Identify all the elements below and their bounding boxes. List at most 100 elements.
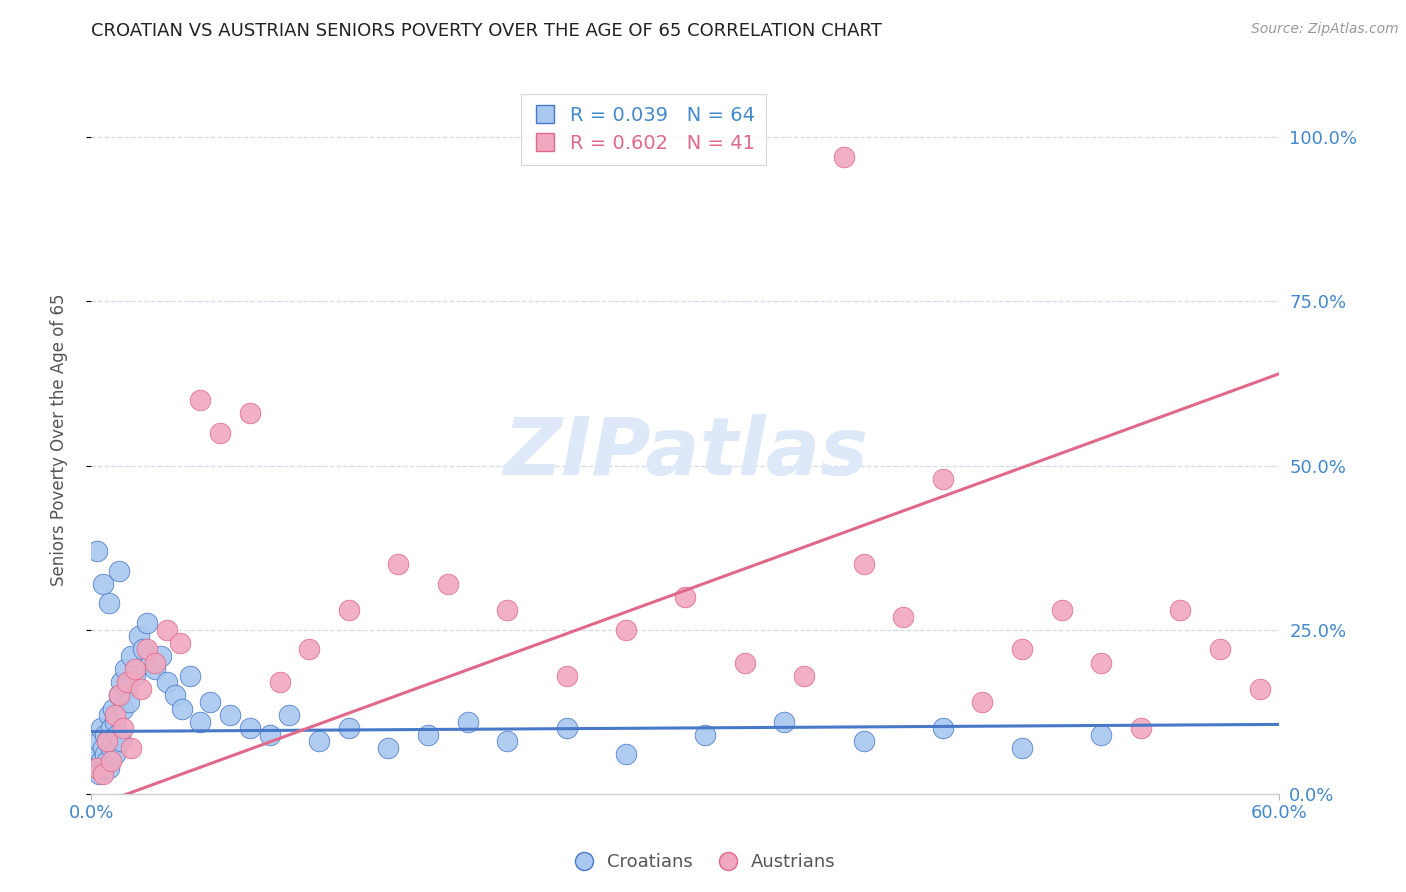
Point: [110, 675, 132, 690]
Point: [124, 662, 146, 676]
Point: [852, 734, 875, 748]
Point: [104, 747, 127, 762]
Point: [139, 656, 162, 670]
Point: [1170, 603, 1192, 617]
Point: [98, 761, 121, 775]
Point: [100, 721, 122, 735]
Point: [179, 669, 201, 683]
Point: [337, 721, 360, 735]
Point: [118, 695, 141, 709]
Point: [104, 714, 127, 729]
Point: [1249, 681, 1271, 696]
Point: [156, 623, 179, 637]
Point: [91, 761, 114, 775]
Point: [1050, 603, 1073, 617]
Point: [100, 740, 122, 755]
Point: [673, 590, 696, 604]
Point: [120, 740, 142, 755]
Point: [555, 669, 578, 683]
Point: [149, 648, 172, 663]
Point: [91, 576, 114, 591]
Point: [96, 734, 118, 748]
Point: [337, 603, 360, 617]
Point: [387, 557, 409, 571]
Point: [89, 767, 111, 781]
Point: [115, 675, 138, 690]
Point: [932, 472, 955, 486]
Point: [239, 721, 262, 735]
Point: [614, 623, 637, 637]
Point: [112, 701, 135, 715]
Point: [1090, 728, 1112, 742]
Point: [259, 728, 281, 742]
Point: [188, 714, 211, 729]
Point: [143, 656, 166, 670]
Point: [209, 425, 232, 440]
Point: [94, 747, 117, 762]
Point: [86, 747, 108, 762]
Legend: R = 0.039   N = 64, R = 0.602   N = 41: R = 0.039 N = 64, R = 0.602 N = 41: [522, 95, 766, 164]
Point: [110, 734, 132, 748]
Point: [1011, 740, 1033, 755]
Text: ZIPatlas: ZIPatlas: [503, 415, 868, 492]
Point: [278, 708, 301, 723]
Point: [86, 544, 108, 558]
Point: [695, 728, 717, 742]
Point: [135, 616, 157, 631]
Point: [105, 728, 128, 742]
Point: [1129, 721, 1152, 735]
Point: [91, 740, 114, 755]
Point: [132, 642, 155, 657]
Point: [91, 767, 114, 781]
Point: [96, 754, 118, 768]
Text: CROATIAN VS AUSTRIAN SENIORS POVERTY OVER THE AGE OF 65 CORRELATION CHART: CROATIAN VS AUSTRIAN SENIORS POVERTY OVE…: [91, 22, 883, 40]
Point: [89, 734, 111, 748]
Point: [496, 734, 519, 748]
Point: [98, 597, 121, 611]
Point: [773, 714, 796, 729]
Point: [457, 714, 479, 729]
Point: [269, 675, 291, 690]
Point: [156, 675, 179, 690]
Point: [496, 603, 519, 617]
Point: [1209, 642, 1232, 657]
Point: [172, 701, 194, 715]
Point: [112, 721, 135, 735]
Point: [94, 728, 117, 742]
Point: [96, 734, 118, 748]
Point: [108, 689, 131, 703]
Point: [891, 609, 914, 624]
Point: [734, 656, 756, 670]
Point: [163, 689, 186, 703]
Point: [793, 669, 815, 683]
Point: [832, 150, 855, 164]
Point: [114, 662, 136, 676]
Text: Source: ZipAtlas.com: Source: ZipAtlas.com: [1251, 22, 1399, 37]
Point: [129, 681, 152, 696]
Point: [108, 564, 131, 578]
Point: [932, 721, 955, 735]
Point: [416, 728, 439, 742]
Point: [124, 669, 146, 683]
Point: [972, 695, 994, 709]
Point: [90, 754, 112, 768]
Point: [298, 642, 321, 657]
Point: [143, 662, 166, 676]
Point: [1011, 642, 1033, 657]
Point: [86, 761, 108, 775]
Point: [101, 701, 124, 715]
Point: [115, 681, 138, 696]
Point: [135, 642, 157, 657]
Point: [1090, 656, 1112, 670]
Point: [436, 576, 458, 591]
Point: [104, 708, 127, 723]
Point: [120, 648, 142, 663]
Legend: Croatians, Austrians: Croatians, Austrians: [564, 847, 842, 879]
Point: [169, 636, 191, 650]
Point: [100, 754, 122, 768]
Point: [108, 689, 131, 703]
Point: [555, 721, 578, 735]
Point: [308, 734, 330, 748]
Point: [98, 708, 121, 723]
Point: [200, 695, 222, 709]
